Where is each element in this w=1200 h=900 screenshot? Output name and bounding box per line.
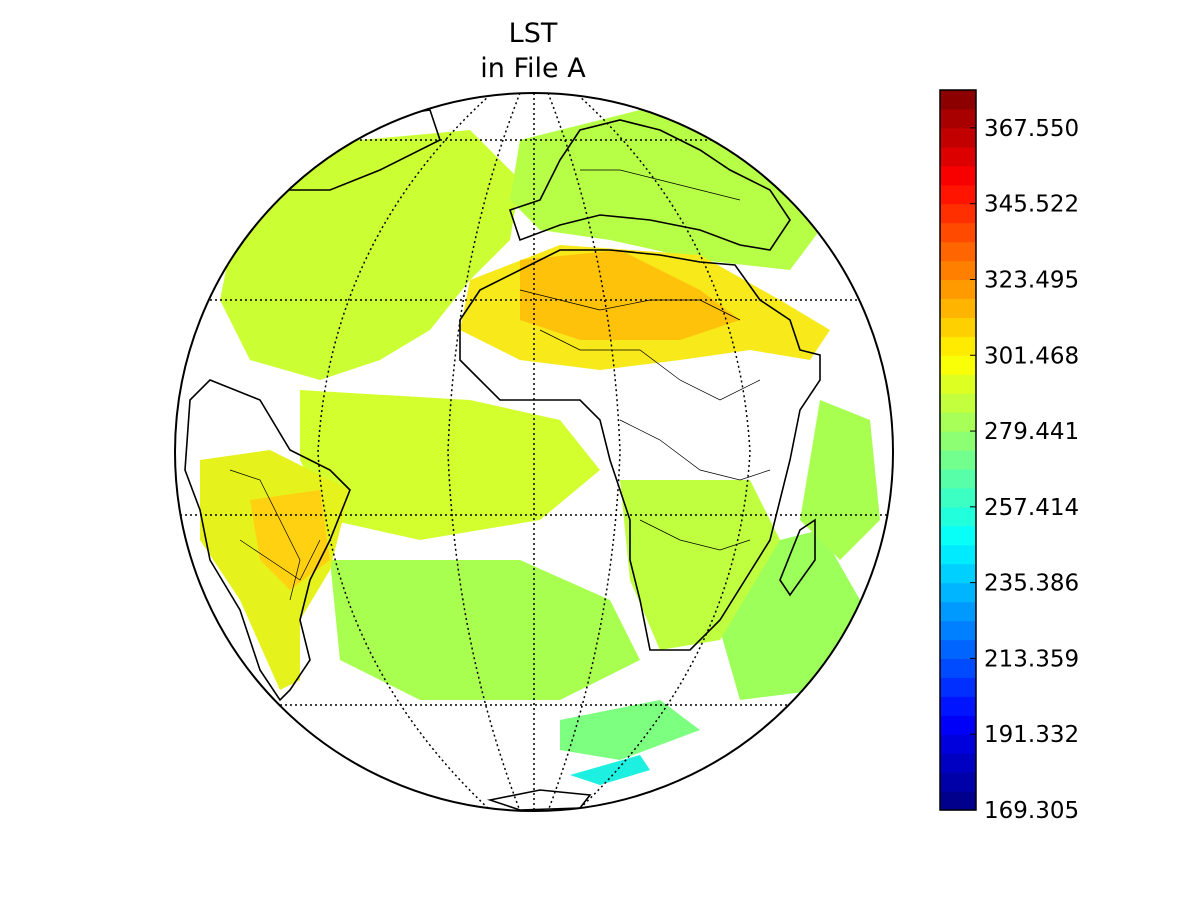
colorbar-swatch: [940, 791, 976, 811]
colorbar-swatch: [940, 468, 976, 489]
colorbar-swatch: [940, 772, 976, 792]
colorbar-swatch: [940, 658, 976, 678]
colorbar-swatch: [940, 734, 976, 754]
colorbar-swatch: [940, 677, 976, 697]
border-africa-2: [539, 329, 761, 401]
border-africa-3: [619, 419, 771, 481]
colorbar-swatch: [940, 127, 976, 148]
colorbar-swatches: [940, 90, 976, 811]
coast-south-america: [184, 379, 351, 702]
colorbar-swatch: [940, 525, 976, 546]
colorbar: 169.305 191.332 213.359 235.386 257.414 279.4…: [939, 89, 1079, 824]
colorbar-swatch: [940, 715, 976, 735]
southern-ocean-field: [560, 700, 700, 760]
colorbar-tick-label: 323.495: [984, 267, 1079, 293]
colorbar-swatch: [940, 317, 976, 337]
colorbar-tick-label: 345.522: [984, 192, 1079, 218]
colorbar-swatch: [940, 639, 976, 660]
cold-patch-antarctic: [570, 755, 650, 785]
meridian-east-30: [547, 93, 621, 811]
colorbar-swatch: [940, 184, 976, 205]
coastlines: [184, 109, 821, 811]
ocean-north-atlantic-field: [220, 130, 520, 380]
colorbar-swatch: [940, 582, 976, 603]
colorbar-swatch: [940, 90, 976, 110]
border-south-america-2: [239, 539, 321, 581]
colorbar-swatch: [940, 696, 976, 716]
colorbar-swatch: [940, 355, 976, 375]
meridian-east-60: [577, 94, 751, 811]
border-europe-1: [580, 169, 741, 201]
colorbar-tick-label: 213.359: [984, 646, 1079, 672]
colorbar-swatch: [940, 450, 976, 470]
colorbar-swatch: [940, 487, 976, 508]
meridian-west-60: [317, 94, 491, 811]
colorbar-swatch: [940, 374, 976, 394]
colorbar-swatch: [940, 563, 976, 584]
colorbar-tick-label: 257.414: [984, 495, 1079, 521]
coast-madagascar: [779, 518, 816, 597]
colorbar-swatch: [940, 506, 976, 527]
border-africa-4: [639, 519, 751, 551]
colorbar-swatch: [940, 601, 976, 622]
colorbar-swatch: [940, 753, 976, 773]
colorbar-tick-label: 191.332: [984, 722, 1079, 748]
colorbar-swatch: [940, 108, 976, 129]
land-africa-south-field: [620, 480, 780, 650]
globe-outline: [174, 92, 894, 812]
colorbar-swatch: [940, 222, 976, 243]
colorbar-swatch: [940, 241, 976, 262]
meridian-west-30: [447, 93, 521, 811]
colorbar-swatch: [940, 146, 976, 167]
colorbar-ticks: 169.305 191.332 213.359 235.386 257.414 279.4…: [970, 116, 1079, 824]
plot-subtitle: in File A: [480, 53, 586, 84]
colorbar-swatch: [940, 412, 976, 432]
colorbar-tick-label: 279.441: [984, 419, 1079, 445]
colorbar-swatch: [940, 393, 976, 413]
plot-title: LST: [508, 18, 558, 49]
colorbar-tick-label: 235.386: [984, 571, 1079, 597]
ocean-east-field: [800, 400, 880, 560]
border-south-america-1: [229, 469, 301, 601]
colorbar-tick-label: 367.550: [984, 116, 1079, 142]
colorbar-swatch: [940, 279, 976, 300]
coast-antarctica: [486, 789, 592, 811]
colorbar-swatch: [940, 336, 976, 356]
ocean-central-atlantic-field: [300, 390, 600, 540]
border-africa-1: [519, 289, 741, 321]
colorbar-swatch: [940, 165, 976, 186]
colorbar-swatch: [940, 620, 976, 641]
lst-field: [175, 93, 893, 811]
colorbar-tick-label: 169.305: [984, 798, 1079, 824]
colorbar-swatch: [940, 298, 976, 318]
colorbar-swatch: [940, 544, 976, 565]
coast-europe: [508, 119, 791, 251]
colorbar-swatch: [940, 431, 976, 451]
colorbar-frame: [939, 89, 977, 811]
colorbar-tick-label: 301.468: [984, 343, 1079, 369]
land-sahara-hot-field: [520, 250, 740, 340]
colorbar-swatch: [940, 260, 976, 281]
ocean-south-atlantic-field: [330, 560, 640, 700]
colorbar-swatch: [940, 203, 976, 224]
coast-africa: [459, 249, 821, 651]
country-borders: [229, 169, 771, 601]
